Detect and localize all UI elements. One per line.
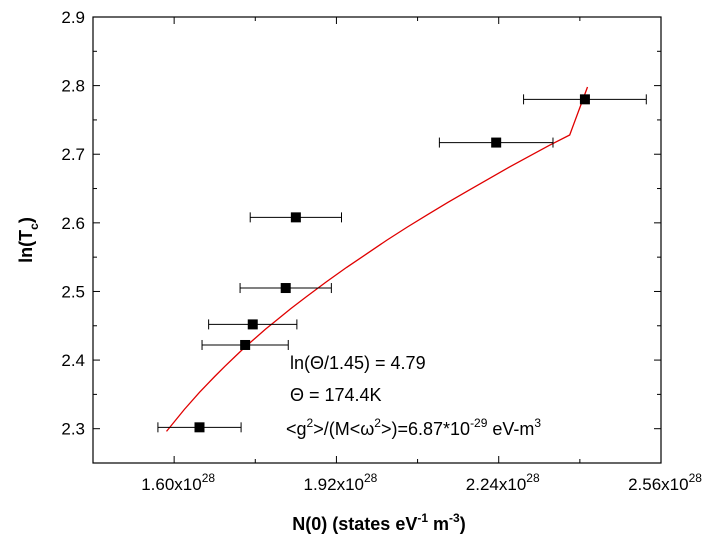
- axis-ticks: [92, 16, 662, 463]
- tick-labels: 2.3 2.4 2.5 2.6 2.7 2.8 2.9 1.60x1028 1.92x1028 2…: [61, 8, 702, 494]
- y-tick-label: 2.9: [61, 8, 85, 27]
- data-point: [240, 339, 251, 350]
- y-tick-label: 2.7: [61, 145, 85, 164]
- annotation-line-2: Θ = 174.4K: [290, 385, 382, 405]
- x-axis-label: N(0) (states eV-1 m-3): [292, 511, 465, 534]
- y-tick-label: 2.3: [61, 420, 85, 439]
- y-tick-label: 2.6: [61, 214, 85, 233]
- data-points-layer: [157, 94, 647, 433]
- x-tick-label: 2.24x1028: [466, 471, 540, 494]
- data-point: [491, 137, 502, 148]
- fit-curve-layer: [165, 86, 589, 432]
- data-point: [280, 283, 291, 294]
- annotation-line-1: ln(Θ/1.45) = 4.79: [290, 353, 426, 373]
- x-tick-label: 1.92x1028: [303, 471, 377, 494]
- x-tick-label: 2.56x1028: [628, 471, 702, 494]
- data-point: [579, 94, 590, 105]
- y-tick-label: 2.5: [61, 282, 85, 301]
- y-tick-label: 2.8: [61, 77, 85, 96]
- x-tick-label: 1.60x1028: [141, 471, 215, 494]
- data-point: [247, 319, 258, 330]
- fit-curve: [165, 86, 589, 432]
- data-point: [194, 422, 205, 433]
- annotation-line-3: <g2>/(M<ω2>)=6.87*10-29 eV-m3: [286, 416, 541, 439]
- data-point: [290, 212, 301, 223]
- y-tick-label: 2.4: [61, 351, 85, 370]
- y-axis-label: ln(Tc): [16, 217, 41, 263]
- plot-frame: [92, 16, 662, 464]
